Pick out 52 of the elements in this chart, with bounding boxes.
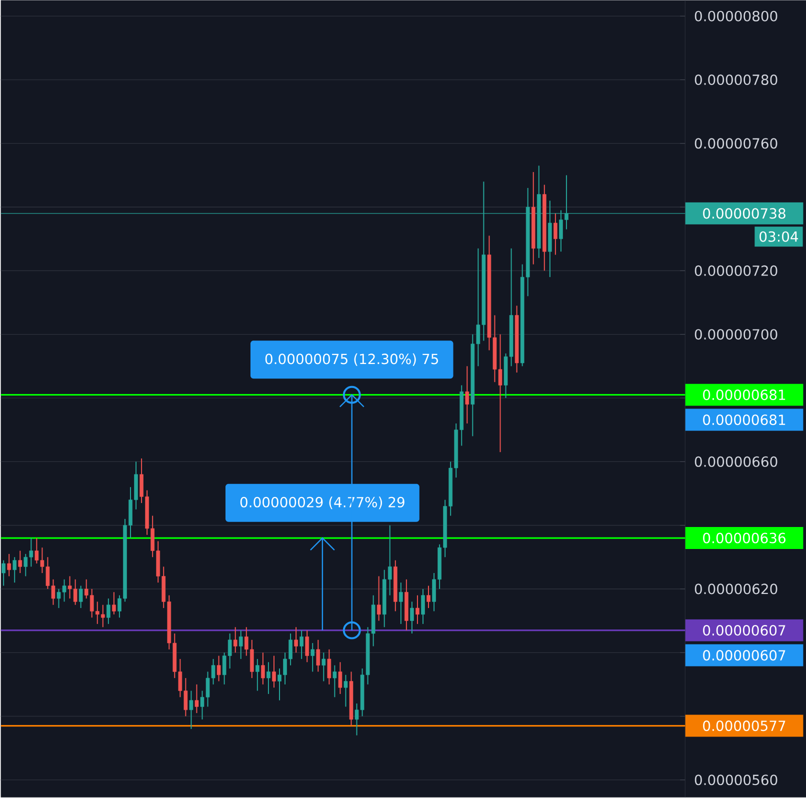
y-tick-label: 0.00000700 <box>694 329 778 340</box>
candlestick <box>465 366 470 424</box>
annotation: 0.00000029 (4.77%) 29 <box>240 496 404 510</box>
candlestick <box>322 652 326 682</box>
candlestick <box>554 213 558 256</box>
candlestick <box>112 592 116 616</box>
candlestick <box>238 630 243 660</box>
candlestick <box>233 626 238 654</box>
candlestick <box>216 655 221 682</box>
candlestick <box>261 652 265 686</box>
ref-line-label: 0.00000636 <box>703 532 786 544</box>
candlestick <box>316 640 320 672</box>
candlestick <box>332 665 337 698</box>
y-tick-label: 0.00000560 <box>694 774 778 786</box>
y-tick-label: 0.00000760 <box>694 138 778 149</box>
candlestick <box>338 662 342 695</box>
candlestick <box>194 684 199 714</box>
candlestick <box>18 550 22 574</box>
candlestick <box>327 649 332 686</box>
ref-line-label: 0.00000577 <box>703 720 786 732</box>
candlestick <box>398 582 403 625</box>
candlestick <box>272 655 276 688</box>
y-tick-label: 0.00000620 <box>694 584 778 594</box>
candlestick <box>305 630 310 663</box>
candlestick <box>266 662 270 695</box>
candlestick <box>310 642 315 672</box>
candlestick <box>294 626 298 654</box>
candlestick <box>344 674 348 708</box>
annotation: 0.00000075 (12.30%) 75 <box>265 354 438 366</box>
y-tick-label: 0.00000720 <box>694 266 778 276</box>
text: 0.00000607 <box>703 650 786 661</box>
candlestick <box>7 554 11 577</box>
ref-line-label: 0.00000738 <box>703 208 786 219</box>
ref-line-label: 0.00000607 <box>703 625 786 636</box>
candlestick <box>416 595 420 625</box>
candlestick <box>106 598 110 625</box>
text: 03:04 <box>760 232 798 242</box>
candlestick <box>2 560 6 586</box>
candlestick <box>78 585 83 609</box>
candlestick <box>256 658 260 692</box>
y-tick-label: 0.00000660 <box>694 456 778 468</box>
candlestick <box>421 588 425 625</box>
candlestick <box>12 556 17 584</box>
text: 0.00000681 <box>703 414 786 426</box>
candlestick <box>426 585 430 609</box>
candlestick <box>376 576 381 622</box>
candlestick <box>189 690 194 730</box>
y-tick-label: 0.00000780 <box>694 74 778 86</box>
candlestick <box>410 601 414 634</box>
y-tick-label: 0.00000800 <box>694 11 778 22</box>
candlestick <box>300 630 304 660</box>
ref-line-label: 0.00000681 <box>703 390 786 400</box>
